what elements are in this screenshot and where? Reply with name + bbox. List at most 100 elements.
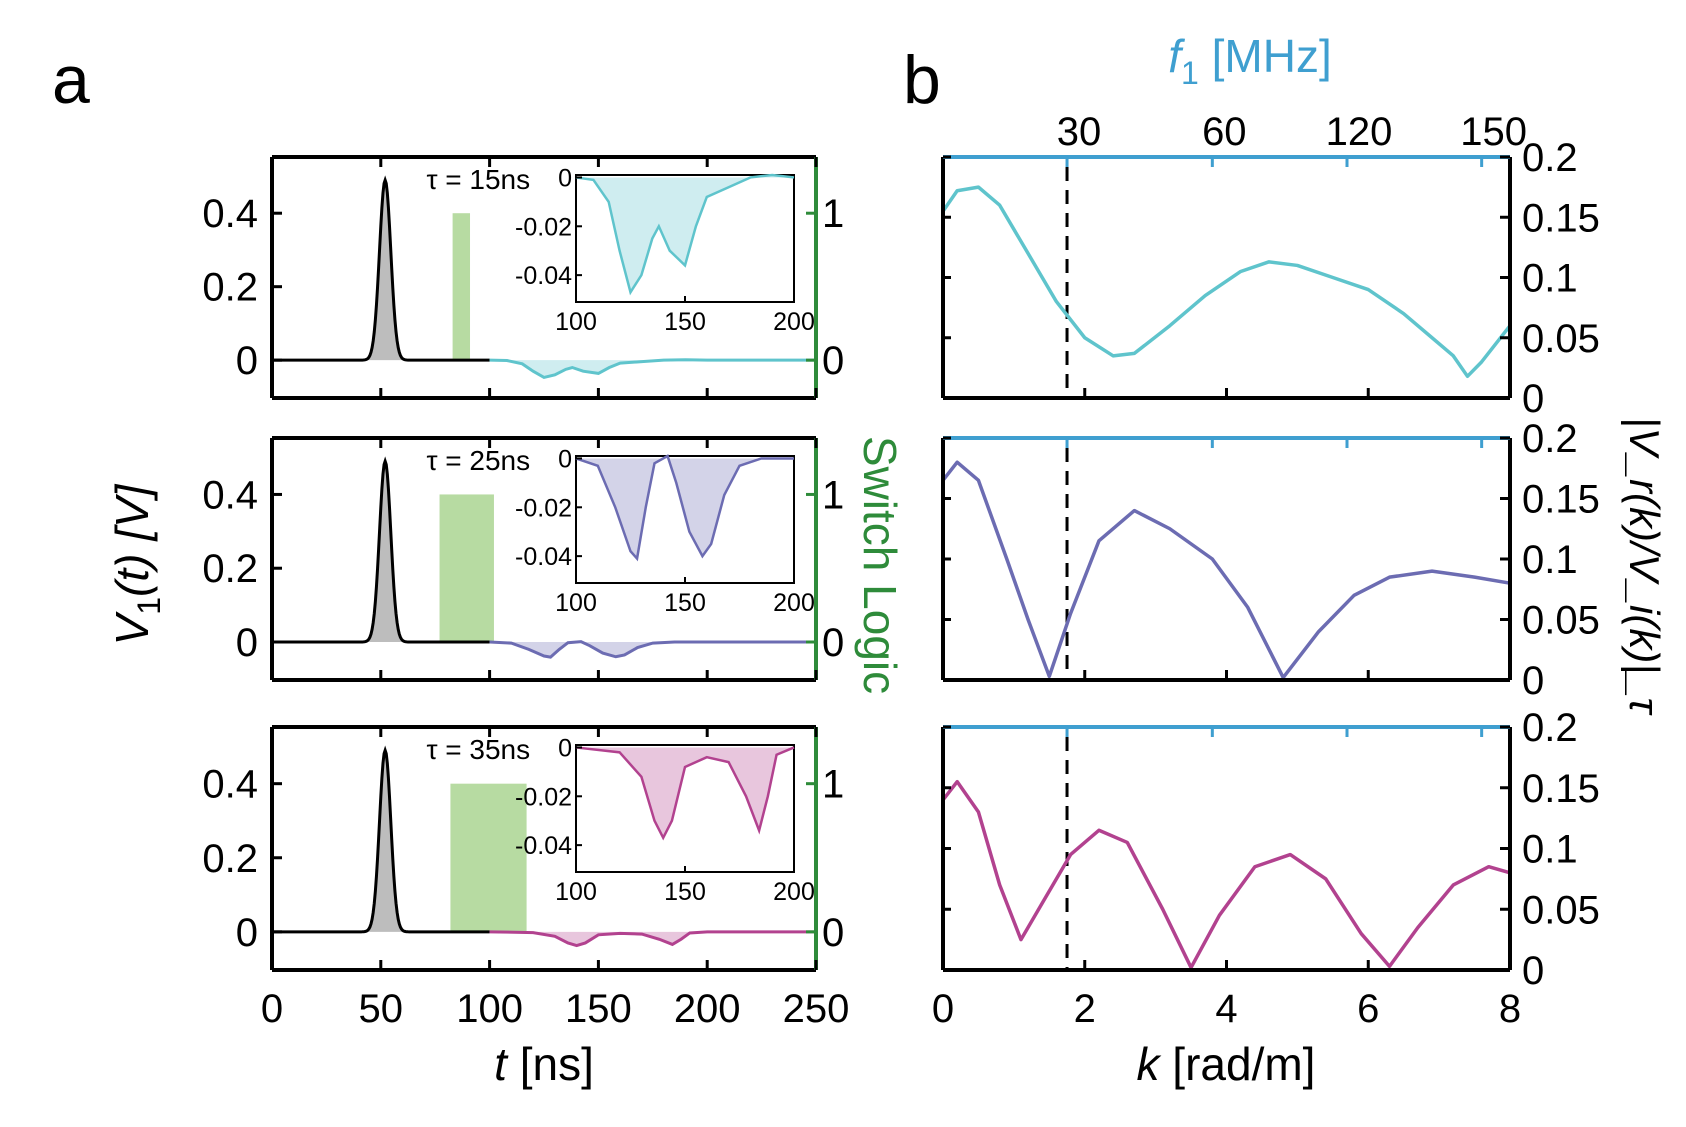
x-tick-label: 50: [359, 987, 404, 1031]
x-tick-label: 150: [565, 987, 632, 1031]
y-tick-label: 0.4: [202, 192, 258, 236]
inset-x-tick-label: 150: [664, 878, 706, 906]
reflection-line: [489, 930, 816, 948]
incident-pulse-line: [272, 456, 490, 644]
a-y2label: Switch Logic: [854, 436, 906, 694]
incident-pulse-line: [272, 745, 490, 934]
inset-y-tick-label: -0.02: [515, 783, 572, 811]
y2-tick-label: 1: [822, 763, 844, 807]
switch-on-bar: [452, 213, 471, 361]
inset-x-tick-label: 200: [773, 589, 815, 617]
x-tick-label: 2: [1074, 987, 1096, 1031]
y2-tick-label: 0: [822, 911, 844, 955]
y-tick-label: 0.2: [1522, 706, 1578, 750]
y-tick-label: 0.05: [1522, 888, 1600, 932]
x-tick-label: 0: [261, 987, 283, 1031]
y2-tick-label: 0: [822, 339, 844, 383]
spectrum-line: [941, 185, 1512, 379]
y-tick-label: 0.2: [202, 266, 258, 310]
inset-y-tick-label: -0.02: [515, 494, 572, 522]
inset-fill: [576, 175, 794, 293]
inset-y-tick-label: -0.04: [515, 262, 572, 290]
x-tick-label: 200: [674, 987, 741, 1031]
y-tick-label: 0: [1522, 949, 1544, 993]
reflection-fill: [489, 359, 816, 378]
x-tick-label: 6: [1357, 987, 1379, 1031]
y-tick-label: 0.15: [1522, 478, 1600, 522]
y2-tick-label: 0: [822, 621, 844, 665]
incident-pulse-line: [272, 175, 490, 362]
inset-y-tick-label: -0.04: [515, 832, 572, 860]
inset-x-tick-label: 150: [664, 589, 706, 617]
inset-y-tick-label: 0: [558, 164, 572, 192]
x2-tick-label: 30: [1057, 110, 1102, 154]
y-tick-label: 0.4: [202, 473, 258, 517]
tau-label: τ = 35ns: [426, 734, 530, 765]
inset-y-tick-label: 0: [558, 734, 572, 762]
pulse-fill: [359, 180, 412, 361]
b-ylabel: |V_r(k)/V_i(k)|_τ: [1620, 417, 1668, 716]
reflection-fill: [489, 641, 816, 658]
y-tick-label: 0.05: [1522, 599, 1600, 643]
x-tick-label: 4: [1215, 987, 1237, 1031]
y2-tick-label: 1: [822, 473, 844, 517]
x-tick-label: 8: [1499, 987, 1521, 1031]
b-xlabel: k [rad/m]: [1137, 1038, 1316, 1090]
switch-on-bar: [450, 783, 527, 932]
inset-y-tick-label: 0: [558, 445, 572, 473]
inset-x-tick-label: 200: [773, 308, 815, 336]
y-tick-label: 0: [236, 911, 258, 955]
y-tick-label: 0: [236, 621, 258, 665]
y-tick-label: 0.2: [202, 837, 258, 881]
inset-line: [575, 746, 795, 841]
y-tick-label: 0.05: [1522, 317, 1600, 361]
inset-line: [575, 173, 795, 296]
inset-x-tick-label: 100: [555, 589, 597, 617]
reflection-line: [489, 640, 816, 659]
inset-fill: [576, 456, 794, 559]
reflection-fill: [489, 931, 816, 946]
y-tick-label: 0.2: [202, 547, 258, 591]
inset-line: [575, 454, 794, 562]
y-tick-label: 0.2: [1522, 417, 1578, 461]
x2-tick-label: 150: [1460, 110, 1527, 154]
y-tick-label: 0.1: [1522, 538, 1578, 582]
x2-tick-label: 120: [1326, 110, 1393, 154]
y-tick-label: 0.15: [1522, 767, 1600, 811]
a-xlabel: t [ns]: [494, 1038, 594, 1090]
panel-label-b: b: [903, 42, 941, 118]
inset-y-tick-label: -0.04: [515, 543, 572, 571]
a-ylabel: V1(t) [V]: [106, 483, 167, 645]
inset-frame: [575, 174, 795, 303]
y-tick-label: 0.1: [1522, 828, 1578, 872]
pulse-fill: [359, 461, 412, 643]
inset-fill: [576, 747, 794, 838]
switch-on-bar: [439, 494, 494, 643]
inset-x-tick-label: 100: [555, 878, 597, 906]
y-tick-label: 0.15: [1522, 196, 1600, 240]
b-x2label: f1 [MHz]: [1168, 30, 1331, 91]
y-tick-label: 0.1: [1522, 257, 1578, 301]
reflection-line: [489, 358, 816, 380]
pulse-fill: [359, 750, 412, 932]
spectrum-line: [941, 460, 1511, 680]
x-tick-label: 0: [932, 987, 954, 1031]
inset-y-tick-label: -0.02: [515, 213, 572, 241]
tau-label: τ = 25ns: [426, 445, 530, 476]
x-tick-label: 250: [783, 987, 850, 1031]
y-tick-label: 0.4: [202, 763, 258, 807]
y-tick-label: 0.2: [1522, 136, 1578, 180]
spectrum-line: [941, 779, 1511, 970]
y-tick-label: 0: [1522, 659, 1544, 703]
inset-x-tick-label: 200: [773, 878, 815, 906]
y-tick-label: 0: [236, 339, 258, 383]
y-tick-label: 0: [1522, 377, 1544, 421]
y2-tick-label: 1: [822, 192, 844, 236]
x-tick-label: 100: [456, 987, 523, 1031]
x2-tick-label: 60: [1202, 110, 1247, 154]
inset-x-tick-label: 100: [555, 308, 597, 336]
tau-label: τ = 15ns: [426, 164, 530, 195]
inset-x-tick-label: 150: [664, 308, 706, 336]
panel-label-a: a: [52, 42, 90, 118]
